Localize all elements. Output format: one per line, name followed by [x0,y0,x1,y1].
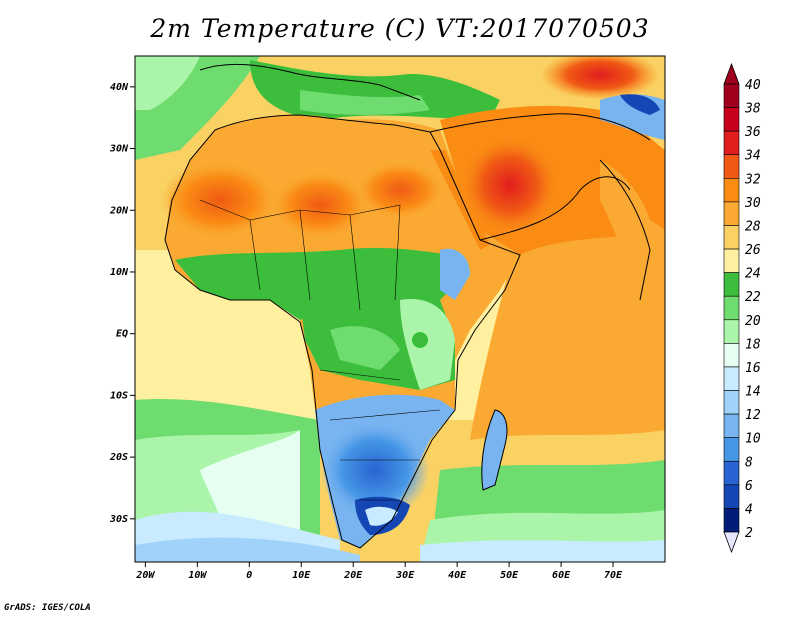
colorbar-bin [723,390,740,415]
temperature-field [135,56,665,562]
longitude-ticks: 20W 10W 0 10E 20E 30E 40E 50E 60E 70E [135,562,623,581]
colorbar-label: 4 [745,502,753,517]
lat-tick-label: 40N [110,82,129,93]
colorbar-label: 22 [745,290,761,305]
colorbar-bin [723,437,740,462]
colorbar-label: 32 [744,172,761,187]
map-title: 2m Temperature (C) VT:2017070503 [150,14,650,43]
lon-tick-label: 40E [448,570,467,581]
colorbar: 40 38 36 34 32 30 28 26 24 22 20 18 16 14 12 10 8 6 4 2 [723,62,761,554]
colorbar-bin [723,508,740,533]
colorbar-label: 18 [745,337,761,352]
colorbar-bin [723,248,740,273]
colorbar-label: 26 [745,243,761,258]
colorbar-label: 2 [745,526,753,541]
lat-tick-label: 30S [109,514,128,525]
country-borders [199,199,441,501]
lon-tick-label: 50E [500,570,519,581]
colorbar-label: 30 [744,196,761,211]
lat-tick-label: 10N [110,267,129,278]
colorbar-label: 8 [745,455,753,470]
colorbar-bin [723,295,740,321]
colorbar-label: 40 [745,78,761,93]
colorbar-label: 6 [745,479,753,494]
lon-tick-label: 20W [135,570,155,581]
lon-tick-label: 10W [188,570,207,581]
colorbar-bin [723,272,740,297]
colorbar-bin [723,201,740,226]
lon-tick-label: 60E [552,570,571,581]
colorbar-label: 38 [744,102,761,117]
colorbar-top-cap [723,62,740,85]
colorbar-bin [723,484,740,509]
colorbar-bin [723,460,740,486]
lat-tick-label: 20N [109,205,129,216]
colorbar-label: 28 [745,219,761,234]
plot-frame [134,55,666,563]
latitude-ticks: 40N 30N 20N 10N EQ 10S 20S 30S [109,82,135,525]
colorbar-bin [723,83,740,108]
colorbar-label: 20 [745,314,761,329]
credit-label: GrADS: IGES/COLA [4,603,91,613]
colorbar-bin [723,107,740,132]
colorbar-bin [723,319,740,344]
colorbar-label: 14 [745,385,761,400]
lon-tick-label: 10E [292,570,311,581]
colorbar-label: 36 [744,125,761,140]
colorbar-label: 34 [744,149,761,164]
lon-tick-label: 20E [343,570,363,581]
lat-tick-label: 20S [109,452,128,463]
lon-tick-label: 70E [604,570,623,581]
lon-tick-label: 30E [395,570,415,581]
colorbar-bin [723,366,740,391]
colorbar-bottom-cap [723,531,740,554]
colorbar-bin [723,154,740,179]
colorbar-label: 12 [745,408,761,423]
colorbar-bin [723,178,740,203]
lon-tick-label: 0 [246,570,252,581]
coastlines [164,63,651,549]
lat-tick-label: 10S [110,390,128,401]
colorbar-label: 10 [745,432,761,447]
colorbar-bin [723,343,740,368]
colorbar-label: 16 [745,361,761,376]
lat-tick-label: EQ [116,329,128,340]
colorbar-bin [723,225,740,250]
colorbar-bin [723,130,740,156]
colorbar-bin [723,413,740,438]
lat-tick-label: 30N [109,144,129,155]
colorbar-label: 24 [745,267,761,282]
